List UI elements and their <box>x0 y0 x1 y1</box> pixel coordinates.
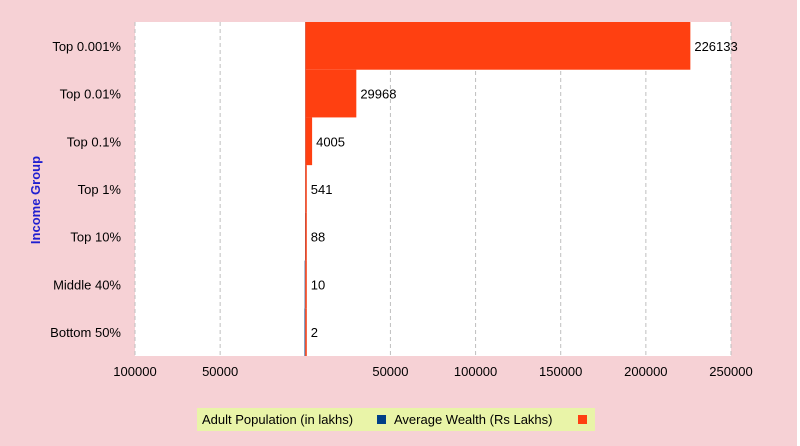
data-label: 10 <box>311 277 325 292</box>
legend-swatch-wealth <box>578 415 587 424</box>
bar-population <box>304 260 306 309</box>
category-label: Top 10% <box>70 230 121 245</box>
legend-label-wealth: Average Wealth (Rs Lakhs) <box>394 412 552 427</box>
bar-wealth <box>305 308 307 356</box>
data-label: 226133 <box>694 39 737 54</box>
category-label: Top 1% <box>78 182 122 197</box>
bar-wealth <box>305 165 307 213</box>
x-tick-label: 50000 <box>202 364 238 379</box>
category-label: Top 0.001% <box>52 39 121 54</box>
y-axis-title: Income Group <box>28 156 43 244</box>
data-label: 541 <box>311 182 333 197</box>
x-tick-label: 200000 <box>624 364 667 379</box>
legend: Adult Population (in lakhs) Average Weal… <box>197 408 595 431</box>
category-label: Middle 40% <box>53 277 121 292</box>
x-tick-label: 100000 <box>454 364 497 379</box>
legend-label-population: Adult Population (in lakhs) <box>202 412 353 427</box>
bar-population <box>304 308 306 356</box>
x-tick-label: 100000 <box>113 364 156 379</box>
data-label: 2 <box>311 325 318 340</box>
legend-box <box>197 408 595 431</box>
data-label: 88 <box>311 230 325 245</box>
bar-wealth <box>305 117 313 166</box>
bar-wealth <box>305 69 357 118</box>
bar-wealth <box>305 260 307 309</box>
category-label: Top 0.1% <box>67 134 122 149</box>
category-labels: Top 0.001% Top 0.01% Top 0.1% Top 1% Top 10%… <box>50 39 121 340</box>
x-tick-label: 150000 <box>539 364 582 379</box>
category-label: Top 0.01% <box>60 87 122 102</box>
bar-wealth <box>305 212 307 261</box>
data-labels: 226133 29968 4005 541 88 10 2 <box>311 39 738 340</box>
x-tick-label: 50000 <box>372 364 408 379</box>
category-label: Bottom 50% <box>50 325 121 340</box>
plot-area <box>135 22 731 356</box>
bars <box>304 22 691 356</box>
data-label: 29968 <box>360 87 396 102</box>
bar-wealth <box>305 22 691 70</box>
legend-swatch-population <box>377 415 386 424</box>
data-label: 4005 <box>316 134 345 149</box>
x-tick-label: 250000 <box>709 364 752 379</box>
x-tick-labels: 100000 50000 50000 100000 150000 200000 250000 <box>113 364 752 379</box>
